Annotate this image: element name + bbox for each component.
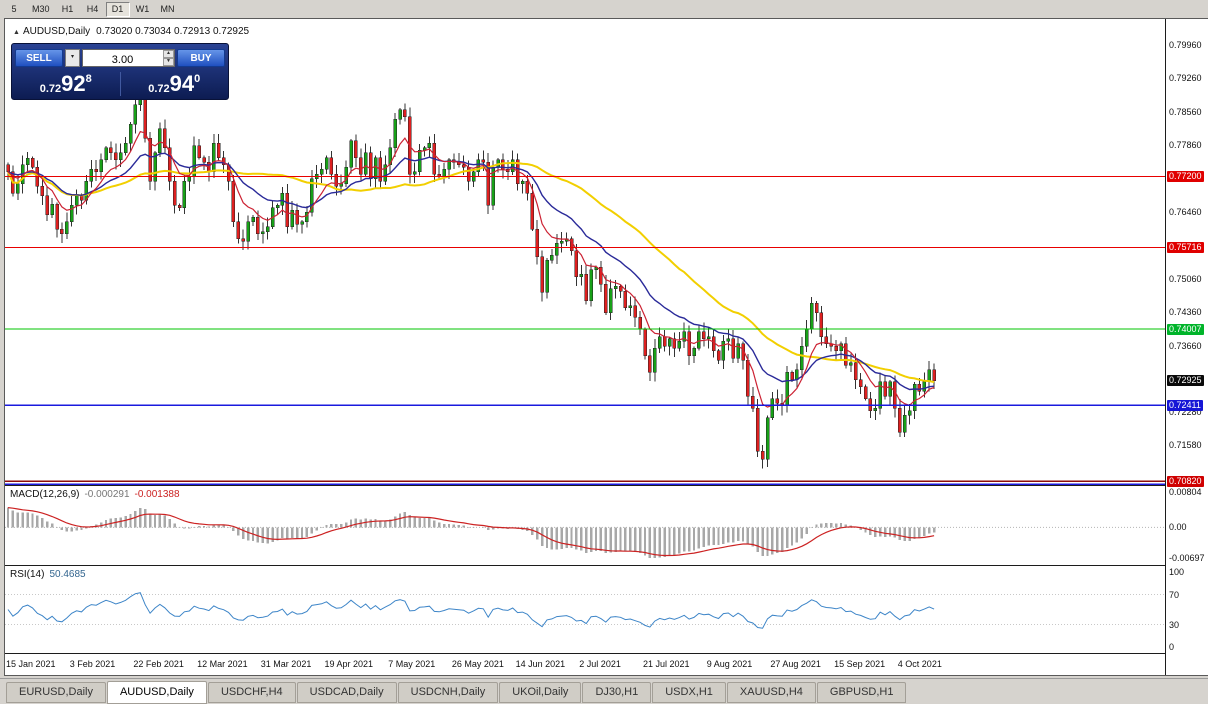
macd-axis-label: 0.00 [1169,522,1187,533]
price-axis-label: 0.74360 [1169,307,1202,318]
chart-tab-dj30-h1[interactable]: DJ30,H1 [582,681,652,703]
volume-field: ▲ ▼ [82,48,175,68]
timeframe-button-mn[interactable]: MN [155,1,180,17]
chart-tab-xauusd-h4[interactable]: XAUUSD,H4 [726,681,816,703]
date-axis-label: 9 Aug 2021 [706,659,753,669]
date-axis-label: 22 Feb 2021 [133,659,184,669]
volume-input[interactable] [83,51,174,68]
chart-ohlc-readout: ▲ AUDUSD,Daily 0.73020 0.73034 0.72913 0.7… [13,26,249,37]
chart-tab-usdcad-daily[interactable]: USDCAD,Daily [296,681,397,703]
chart-window[interactable]: 15 Jan 2021 3 Feb 2021 22 Feb 2021 12 Mar 2… [4,18,1208,676]
date-axis-label: 27 Aug 2021 [770,659,821,669]
volume-decrease-button[interactable]: ▼ [163,57,174,66]
price-level-label: 0.74007 [1167,323,1204,335]
date-axis-label: 3 Feb 2021 [69,659,116,669]
sell-price-pips: 92 [61,71,86,96]
sell-price-point: 8 [85,73,92,85]
chart-tab-usdx-h1[interactable]: USDX,H1 [652,681,726,703]
chart-tab-audusd-daily[interactable]: AUDUSD,Daily [106,680,207,704]
price-axis-label: 0.79960 [1169,39,1202,50]
rsi-axis-label: 0 [1169,642,1175,652]
date-axis-label: 15 Sep 2021 [834,659,886,669]
date-axis-label: 7 May 2021 [388,659,436,669]
date-axis-label: 15 Jan 2021 [6,659,56,669]
macd-axis-label: 0.00804 [1169,487,1202,497]
chart-tab-ukoil-daily[interactable]: UKOil,Daily [499,681,582,703]
chart-tab-usdcnh-daily[interactable]: USDCNH,Daily [397,681,499,703]
date-axis-label: 21 Jul 2021 [643,659,690,669]
chart-tab-usdchf-h4[interactable]: USDCHF,H4 [207,681,296,703]
buy-button[interactable]: BUY [177,48,225,67]
timeframe-button-d1[interactable]: D1 [105,1,130,17]
price-axis-label: 0.72280 [1169,406,1202,417]
price-axis-label: 0.71580 [1169,439,1202,450]
one-click-trading-panel: SELL ▾ ▲ ▼ BUY 0.72928 0.72940 [11,43,229,100]
rsi-indicator-panel[interactable] [5,566,1165,653]
panel-separator [5,653,1207,654]
rsi-axis-label: 70 [1169,589,1180,600]
rsi-axis-label: 30 [1169,619,1180,630]
price-level-label: 0.77200 [1167,171,1204,183]
date-axis-label: 26 May 2021 [451,659,504,669]
panel-separator[interactable] [5,485,1207,486]
date-axis-label: 4 Oct 2021 [897,659,942,669]
panel-separator[interactable] [5,565,1207,566]
price-axis-label: 0.78560 [1169,106,1202,117]
price-axis-label: 0.73660 [1169,340,1202,351]
timeframe-button-h1[interactable]: H1 [55,1,80,17]
price-axis-label: 0.77860 [1169,140,1202,150]
buy-price-prefix: 0.72 [148,83,170,95]
timeframe-button-h4[interactable]: H4 [80,1,105,17]
date-axis-label: 2 Jul 2021 [579,659,621,669]
sell-price-prefix: 0.72 [39,83,62,95]
timeframe-button-m30[interactable]: M30 [27,1,55,17]
price-axis[interactable]: 0.79960 0.79260 0.78560 0.77860 0.76460 0.750… [1165,19,1208,675]
price-level-label: 0.70820 [1167,475,1204,487]
macd-axis-label: -0.00697 [1169,553,1205,563]
volume-increase-button[interactable]: ▲ [163,49,174,58]
macd-main-value: -0.000291 [84,489,130,500]
chart-title: AUDUSD,Daily [22,26,91,37]
price-level-label: 0.75716 [1167,241,1204,253]
candlestick-chart[interactable] [5,19,1165,485]
date-axis-label: 31 Mar 2021 [260,659,312,669]
price-axis-label: 0.75060 [1169,273,1202,284]
symbol-arrow-icon: ▲ [13,29,20,36]
date-axis-label: 14 Jun 2021 [515,659,566,669]
time-axis[interactable]: 15 Jan 2021 3 Feb 2021 22 Feb 2021 12 Mar 2… [5,654,1165,675]
rsi-value: 50.4685 [49,569,86,580]
date-axis-label: 12 Mar 2021 [197,659,248,669]
buy-price-pips: 94 [169,71,195,96]
sell-price-display: 0.72928 [12,71,120,97]
order-type-dropdown[interactable]: ▾ [65,48,80,67]
rsi-axis-label: 100 [1169,567,1185,577]
date-axis-label: 19 Apr 2021 [324,659,374,669]
sell-button[interactable]: SELL [15,48,63,67]
rsi-label: RSI(14) 50.4685 [10,569,86,580]
chart-tab-bar: EURUSD,Daily AUDUSD,Daily USDCHF,H4 USDCAD,… [0,678,1208,704]
chart-tab-gbpusd-h1[interactable]: GBPUSD,H1 [816,681,907,703]
macd-indicator-panel[interactable] [5,486,1165,565]
macd-name: MACD(12,26,9) [10,489,80,500]
buy-price-point: 0 [194,73,201,85]
buy-price-display: 0.72940 [121,71,229,97]
price-level-label: 0.72925 [1167,375,1204,387]
price-axis-label: 0.79260 [1169,73,1202,84]
ohlc-values: 0.73020 0.73034 0.72913 0.72925 [96,26,250,37]
chart-tab-eurusd-daily[interactable]: EURUSD,Daily [6,681,106,703]
macd-label: MACD(12,26,9) -0.000291 -0.001388 [10,489,180,500]
panel-divider [119,72,121,96]
price-level-label: 0.72411 [1167,399,1203,411]
price-axis-label: 0.76460 [1169,206,1202,217]
timeframe-toolbar: 5 M30 H1 H4 D1 W1 MN [0,0,1208,18]
timeframe-button-5[interactable]: 5 [2,1,26,17]
chevron-down-icon: ▾ [70,54,74,60]
rsi-name: RSI(14) [10,569,45,580]
timeframe-button-w1[interactable]: W1 [130,1,155,17]
macd-signal-value: -0.001388 [134,489,180,500]
